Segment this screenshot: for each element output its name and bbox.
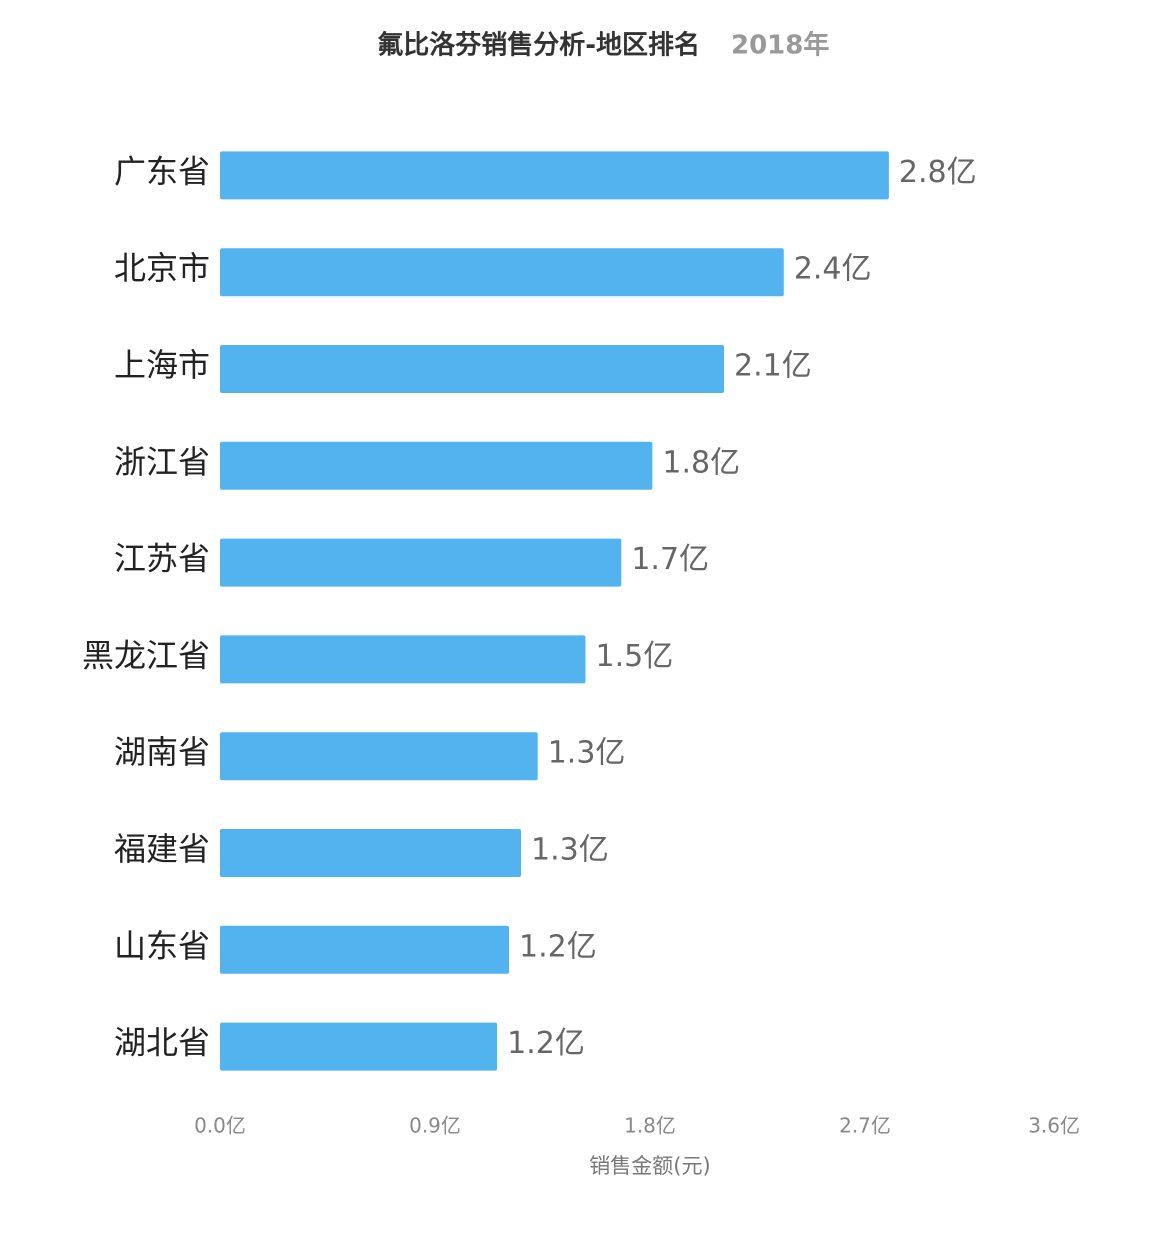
x-tick-label: 0.9亿 bbox=[409, 1114, 461, 1138]
bar bbox=[220, 441, 653, 490]
y-tick-label: 山东省 bbox=[114, 927, 210, 965]
value-label: 2.4亿 bbox=[794, 252, 872, 287]
y-tick-label: 福建省 bbox=[114, 830, 210, 868]
x-tick-label: 3.6亿 bbox=[1028, 1114, 1080, 1138]
x-tick-label: 2.7亿 bbox=[839, 1114, 891, 1138]
value-label: 1.5亿 bbox=[596, 639, 674, 674]
value-label: 1.3亿 bbox=[548, 736, 626, 771]
bar bbox=[220, 635, 586, 684]
y-tick-label: 北京市 bbox=[114, 249, 210, 287]
x-axis-label: 销售金额(元) bbox=[589, 1154, 710, 1178]
value-label: 1.8亿 bbox=[662, 445, 740, 480]
bar bbox=[220, 1022, 498, 1071]
bar bbox=[220, 732, 538, 781]
bar bbox=[220, 151, 889, 200]
x-tick-label: 1.8亿 bbox=[624, 1114, 676, 1138]
y-tick-label: 黑龙江省 bbox=[82, 636, 210, 674]
bar bbox=[220, 829, 521, 877]
y-tick-label: 湖南省 bbox=[114, 733, 210, 771]
value-label: 2.1亿 bbox=[734, 349, 812, 384]
bar bbox=[220, 925, 510, 974]
value-label: 2.8亿 bbox=[899, 155, 977, 190]
bar bbox=[220, 538, 622, 587]
value-label: 1.7亿 bbox=[631, 542, 709, 577]
y-tick-label: 浙江省 bbox=[114, 443, 210, 481]
y-tick-label: 江苏省 bbox=[114, 540, 210, 578]
y-tick-label: 广东省 bbox=[114, 152, 210, 190]
chart-title: 氟比洛芬销售分析-地区排名 bbox=[377, 30, 700, 61]
value-label: 1.2亿 bbox=[519, 929, 597, 964]
bar bbox=[220, 248, 784, 297]
bar bbox=[220, 345, 725, 393]
y-tick-label: 上海市 bbox=[114, 346, 210, 384]
value-label: 1.3亿 bbox=[531, 833, 609, 868]
chart-subtitle: 2018年 bbox=[731, 30, 829, 61]
value-label: 1.2亿 bbox=[507, 1026, 585, 1061]
x-tick-label: 0.0亿 bbox=[194, 1114, 246, 1138]
y-tick-label: 湖北省 bbox=[114, 1024, 210, 1062]
